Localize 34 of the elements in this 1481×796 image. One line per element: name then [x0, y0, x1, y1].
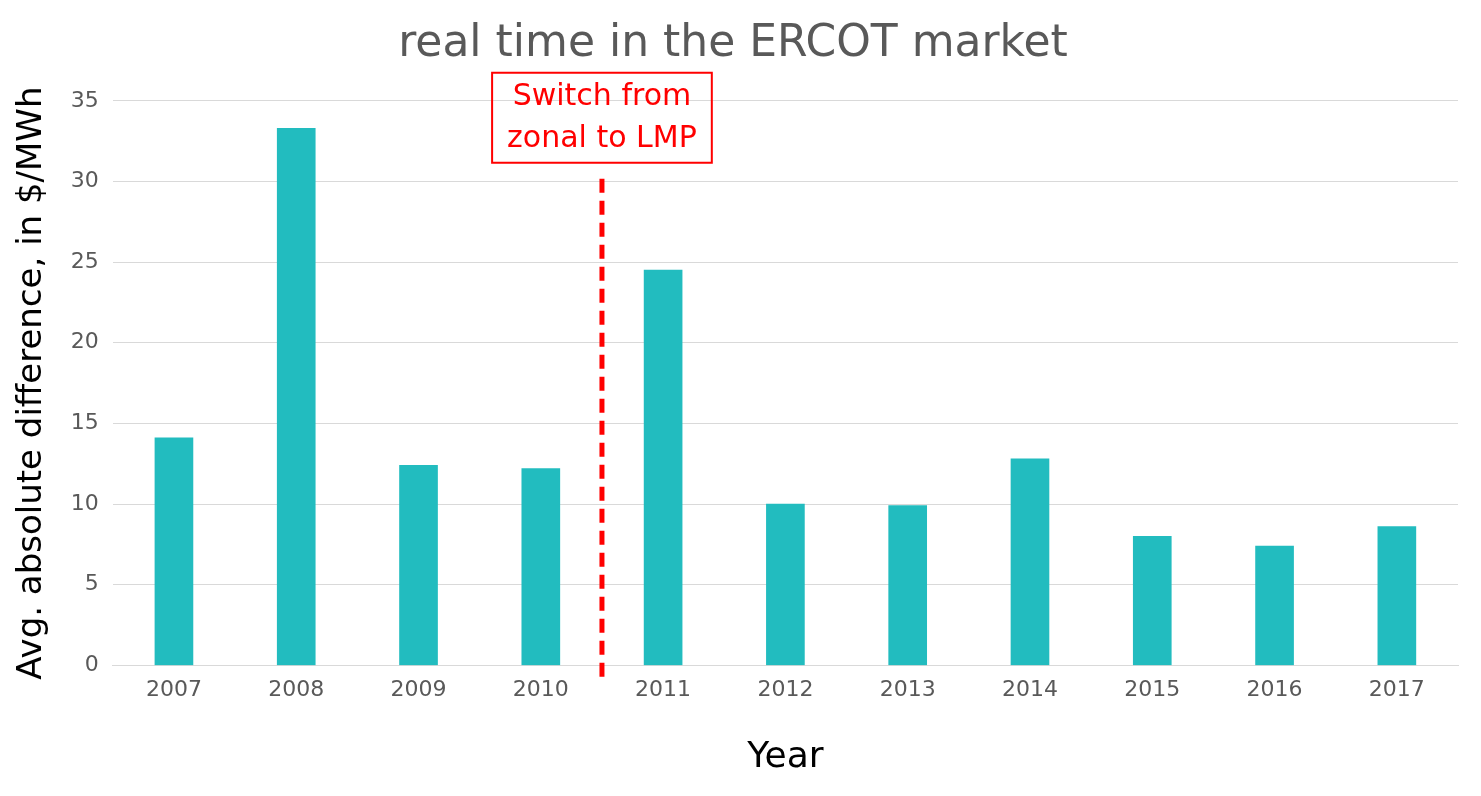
- chart-title: real time in the ERCOT market: [398, 14, 1068, 66]
- x-tick-label: 2017: [1368, 676, 1425, 702]
- y-tick-label: 35: [70, 86, 99, 112]
- x-tick-label: 2013: [879, 676, 936, 702]
- y-tick-label: 20: [70, 328, 99, 354]
- bar: [276, 127, 316, 666]
- x-tick-label: 2010: [512, 676, 569, 702]
- bar: [1255, 545, 1294, 666]
- x-tick-label: 2012: [757, 676, 814, 702]
- y-axis-title: Avg. absolute difference, in $/MWh: [9, 86, 50, 680]
- bar: [766, 503, 805, 666]
- y-tick-label: 5: [84, 570, 99, 596]
- y-tick-label: 10: [70, 489, 99, 515]
- x-tick-label: 2011: [635, 676, 692, 702]
- x-tick-label: 2015: [1124, 676, 1181, 702]
- bar: [1377, 526, 1417, 666]
- y-tick-label: 30: [70, 167, 99, 193]
- ref-line-label: Switch from zonal to LMP: [507, 76, 697, 154]
- bar: [399, 465, 438, 666]
- bar: [154, 437, 194, 666]
- bar: [521, 468, 561, 666]
- y-tick-label: 15: [70, 409, 99, 435]
- x-axis-title: Year: [746, 733, 824, 775]
- x-tick-label: 2014: [1001, 676, 1058, 702]
- y-tick-label: 25: [70, 247, 99, 273]
- bar: [888, 505, 928, 666]
- x-tick-label: 2009: [390, 676, 447, 702]
- x-tick-label: 2007: [145, 676, 202, 702]
- bar: [1010, 458, 1050, 666]
- x-tick-label: 2008: [268, 676, 325, 702]
- bar: [1132, 536, 1172, 666]
- x-tick-label: 2016: [1246, 676, 1303, 702]
- y-tick-label: 0: [84, 651, 99, 677]
- bar: [643, 269, 683, 666]
